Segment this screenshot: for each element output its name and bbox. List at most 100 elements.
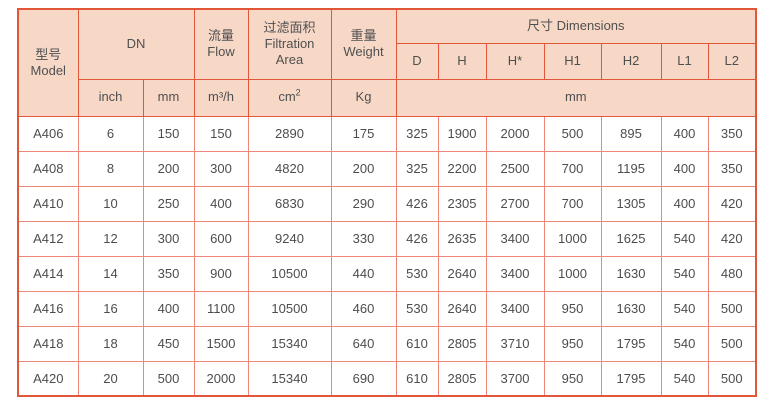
table-cell: 300 [142,220,195,257]
table-header: 型号 Model DN 流量 Flow 过滤面积 Filtration Area… [17,8,757,117]
table-cell: 150 [193,115,249,152]
table-cell: 540 [660,220,709,257]
unit-header-filtration: cm2 [247,78,332,117]
table-cell: 175 [330,115,397,152]
table-cell: 1305 [600,185,662,222]
table-cell: 400 [660,150,709,187]
table-cell: 500 [707,325,757,362]
table-cell: 4820 [247,150,332,187]
table-cell: 690 [330,360,397,397]
table-cell: 400 [660,115,709,152]
table-cell: 350 [707,150,757,187]
table-row: A410 10 250 400 6830 290 426 2305 2700 700 1305 400… [17,185,757,222]
table-cell: 420 [707,220,757,257]
header-row-2: D H H* H1 H2 L1 L2 [18,42,757,80]
table-cell: 18 [77,325,144,362]
table-cell: 540 [660,290,709,327]
table-row: A414 14 350 900 10500 440 530 2640 3400 1000 1630 5… [17,255,757,292]
table-cell: 2700 [485,185,545,222]
table-cell: 2635 [437,220,487,257]
table-cell: 700 [543,150,602,187]
cell-model: A406 [17,115,79,152]
cell-model: A410 [17,185,79,222]
col-header-filtration-area: 过滤面积 Filtration Area [247,8,332,80]
table-cell: 900 [193,255,249,292]
col-header-dn: DN [77,8,195,80]
cell-model: A414 [17,255,79,292]
table-cell: 895 [600,115,662,152]
table-cell: 426 [395,185,439,222]
table-cell: 500 [142,360,195,397]
table-cell: 500 [707,290,757,327]
table-cell: 700 [543,185,602,222]
table-cell: 325 [395,115,439,152]
table-cell: 3710 [485,325,545,362]
col-header-filtration-zh: 过滤面积 [263,19,316,35]
table-cell: 950 [543,360,602,397]
table-cell: 15340 [247,325,332,362]
unit-filtration-sup: 2 [295,88,301,99]
table-cell: 6 [77,115,144,152]
table-cell: 290 [330,185,397,222]
table-row: A412 12 300 600 9240 330 426 2635 3400 1000 1625 54… [17,220,757,257]
spec-table-container: 型号 Model DN 流量 Flow 过滤面积 Filtration Area… [17,8,758,397]
table-row: A406 6 150 150 2890 175 325 1900 2000 500 895 400 35… [17,115,757,152]
header-row-3: inch mm m³/h cm2 Kg mm [18,78,757,117]
table-cell: 3400 [485,220,545,257]
col-header-weight-zh: 重量 [350,28,377,43]
table-cell: 540 [660,325,709,362]
col-header-dim-l1: L1 [660,42,709,80]
table-cell: 10500 [247,290,332,327]
col-header-dimensions: 尺寸 Dimensions [395,8,757,44]
table-cell: 2640 [437,290,487,327]
table-row: A408 8 200 300 4820 200 325 2200 2500 700 1195 400 3… [17,150,757,187]
table-cell: 480 [707,255,757,292]
table-cell: 400 [142,290,195,327]
table-cell: 10500 [247,255,332,292]
table-cell: 9240 [247,220,332,257]
table-cell: 2305 [437,185,487,222]
col-header-dim-h1: H1 [543,42,602,80]
cell-model: A420 [17,360,79,397]
unit-header-flow: m³/h [193,78,249,117]
col-header-filtration-en-2: Area [275,52,304,68]
table-row: A420 20 500 2000 15340 690 610 2805 3700 950 1795 5… [17,360,757,397]
unit-header-weight: Kg [330,78,397,117]
table-body: A406 6 150 150 2890 175 325 1900 2000 500 895 400 35… [17,115,757,397]
table-cell: 450 [142,325,195,362]
table-cell: 1000 [543,255,602,292]
table-row: A416 16 400 1100 10500 460 530 2640 3400 950 1630 5… [17,290,757,327]
table-cell: 426 [395,220,439,257]
table-cell: 200 [330,150,397,187]
unit-filtration-base: cm [278,89,296,105]
table-cell: 150 [142,115,195,152]
table-cell: 640 [330,325,397,362]
col-header-dim-hstar: H* [485,42,545,80]
unit-header-dimensions: mm [395,78,757,117]
table-cell: 15340 [247,360,332,397]
table-cell: 2000 [485,115,545,152]
unit-header-mm: mm [142,78,195,117]
unit-header-inch: inch [77,78,144,117]
header-row-1: 型号 Model DN 流量 Flow 过滤面积 Filtration Area… [17,8,757,117]
col-header-model: 型号 Model [17,8,79,117]
table-cell: 2890 [247,115,332,152]
table-cell: 460 [330,290,397,327]
table-cell: 330 [330,220,397,257]
table-cell: 600 [193,220,249,257]
table-cell: 16 [77,290,144,327]
col-header-flow-zh: 流量 [207,28,234,43]
table-cell: 540 [660,360,709,397]
table-cell: 2805 [437,325,487,362]
table-cell: 300 [193,150,249,187]
table-cell: 1795 [600,360,662,397]
table-cell: 325 [395,150,439,187]
table-cell: 1795 [600,325,662,362]
table-cell: 14 [77,255,144,292]
table-cell: 3400 [485,255,545,292]
table-cell: 10 [77,185,144,222]
table-cell: 440 [330,255,397,292]
col-header-dim-h: H [437,42,487,80]
table-cell: 2200 [437,150,487,187]
table-cell: 420 [707,185,757,222]
